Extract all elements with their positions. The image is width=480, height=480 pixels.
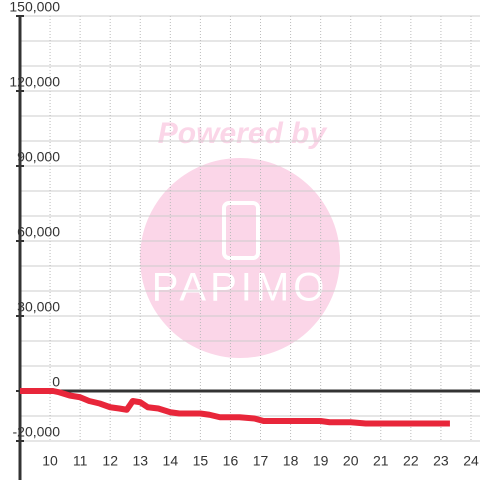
x-tick-label: 20 <box>343 453 359 469</box>
x-tick-label: 13 <box>132 453 148 469</box>
x-tick-label: 22 <box>403 453 419 469</box>
watermark: Powered by PAPIMO <box>140 117 340 358</box>
x-tick-label: 18 <box>283 453 299 469</box>
watermark-logo: PAPIMO <box>152 266 329 310</box>
y-tick-label: -20,000 <box>13 424 61 440</box>
x-tick-label: 19 <box>313 453 329 469</box>
x-tick-label: 15 <box>193 453 209 469</box>
x-tick-label: 21 <box>373 453 389 469</box>
x-tick-label: 17 <box>253 453 269 469</box>
watermark-text: Powered by <box>158 117 328 150</box>
y-tick-label: 90,000 <box>17 149 60 165</box>
y-tick-label: 30,000 <box>17 299 60 315</box>
x-tick-label: 14 <box>163 453 179 469</box>
data-line <box>20 388 450 427</box>
x-tick-label: 16 <box>223 453 239 469</box>
x-tick-label: 12 <box>102 453 118 469</box>
y-tick-label: 60,000 <box>17 224 60 240</box>
x-tick-label: 11 <box>73 453 88 469</box>
x-tick-label: 23 <box>433 453 449 469</box>
x-tick-label: 10 <box>42 453 58 469</box>
y-tick-label: 120,000 <box>9 74 60 90</box>
y-tick-label: 0 <box>52 374 60 390</box>
x-tick-label: 24 <box>463 453 479 469</box>
watermark-icon <box>222 201 260 260</box>
y-tick-label: 150,000 <box>9 0 60 15</box>
